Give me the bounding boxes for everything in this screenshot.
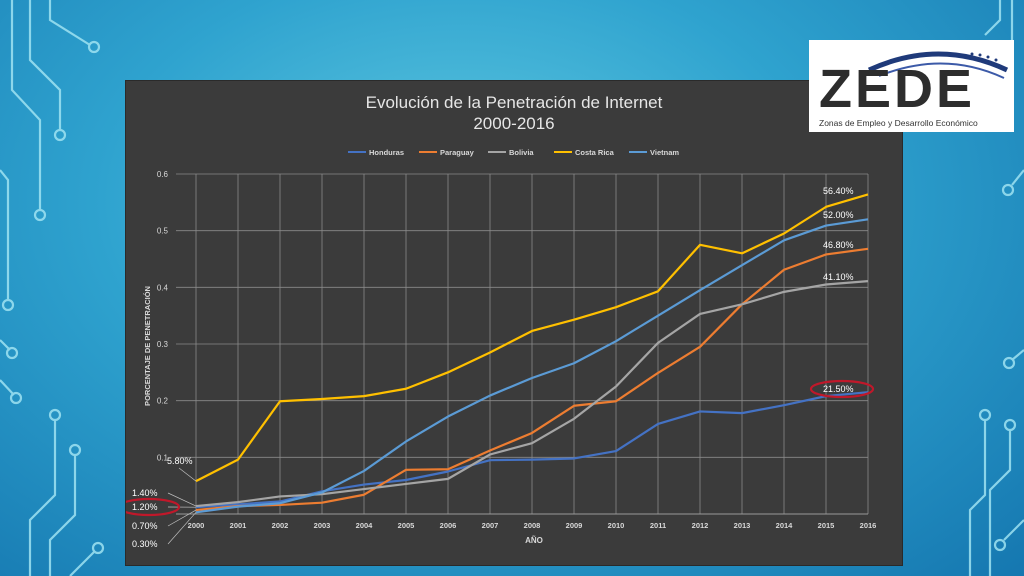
- x-axis-ticks: 2000 2001 2002 2003 2004 2005 2006 2007 2008 2009…: [188, 521, 877, 530]
- x-tick-label: 2000: [188, 521, 205, 530]
- y-tick-label: 0.3: [157, 340, 169, 349]
- y-axis-ticks: 0.1 0.2 0.3 0.4 0.5 0.6: [157, 170, 169, 462]
- x-axis-label: AÑO: [525, 536, 543, 545]
- x-tick-label: 2014: [776, 521, 794, 530]
- data-label-start: 1.20%: [132, 502, 158, 512]
- leader-line: [167, 512, 197, 545]
- chart-subtitle: 2000-2016: [473, 114, 554, 133]
- x-tick-label: 2003: [314, 521, 331, 530]
- data-label-end: 52.00%: [823, 210, 854, 220]
- y-axis-label: PORCENTAJE DE PENETRACIÓN: [143, 286, 152, 406]
- highlight-circle: [126, 497, 181, 517]
- x-tick-label: 2008: [524, 521, 541, 530]
- data-label-start: 5.80%: [167, 456, 193, 466]
- data-label-end: 21.50%: [823, 384, 854, 394]
- zede-logo: ZEDE Zonas de Empleo y Desarrollo Económ…: [809, 40, 1014, 132]
- x-tick-label: 2010: [608, 521, 625, 530]
- data-label-start: 0.30%: [132, 539, 158, 549]
- chart-panel: Evolución de la Penetración de Internet …: [125, 80, 903, 566]
- chart-series: [195, 193, 869, 514]
- series-line-vietnam: [195, 218, 869, 514]
- data-label-end: 56.40%: [823, 186, 854, 196]
- chart-legend: Honduras Paraguay Bolivia Costa Rica Vietnam: [348, 148, 679, 157]
- x-tick-label: 2011: [650, 521, 666, 530]
- leader-line: [178, 467, 197, 482]
- x-tick-label: 2001: [230, 521, 247, 530]
- legend-entry: Bolivia: [509, 148, 534, 157]
- y-tick-label: 0.6: [157, 170, 169, 179]
- x-tick-label: 2015: [818, 521, 835, 530]
- leader-line: [167, 492, 197, 507]
- x-tick-label: 2005: [398, 521, 415, 530]
- data-label-end: 41.10%: [823, 272, 854, 282]
- logo-subtitle: Zonas de Empleo y Desarrollo Económico: [819, 118, 978, 128]
- y-tick-label: 0.2: [157, 397, 169, 406]
- legend-entry: Vietnam: [650, 148, 679, 157]
- chart-title: Evolución de la Penetración de Internet: [366, 93, 663, 112]
- highlight-circle: [809, 379, 875, 399]
- x-tick-label: 2013: [734, 521, 751, 530]
- x-tick-label: 2016: [860, 521, 877, 530]
- data-label-start: 0.70%: [132, 521, 158, 531]
- logo-name: ZEDE: [819, 59, 976, 119]
- legend-entry: Paraguay: [440, 148, 475, 157]
- chart-annotations: 56.40% 52.00% 46.80% 41.10% 21.50% 5.80% 1.40%…: [126, 186, 875, 549]
- data-label-start: 1.40%: [132, 488, 158, 498]
- logo-swoosh-icon: [867, 51, 1009, 79]
- legend-entry: Costa Rica: [575, 148, 615, 157]
- leader-line: [167, 509, 197, 527]
- series-line-paraguay: [195, 247, 869, 512]
- chart-grid: [176, 173, 869, 515]
- y-tick-label: 0.4: [157, 283, 169, 292]
- legend-entry: Honduras: [369, 148, 404, 157]
- data-label-end: 46.80%: [823, 240, 854, 250]
- y-tick-label: 0.1: [157, 453, 169, 462]
- line-chart: Evolución de la Penetración de Internet …: [126, 93, 877, 549]
- x-tick-label: 2006: [440, 521, 457, 530]
- x-tick-label: 2009: [566, 521, 583, 530]
- series-line-costa-rica: [195, 193, 869, 483]
- x-tick-label: 2007: [482, 521, 499, 530]
- x-tick-label: 2012: [692, 521, 709, 530]
- x-tick-label: 2002: [272, 521, 289, 530]
- y-tick-label: 0.5: [157, 227, 169, 236]
- x-tick-label: 2004: [356, 521, 374, 530]
